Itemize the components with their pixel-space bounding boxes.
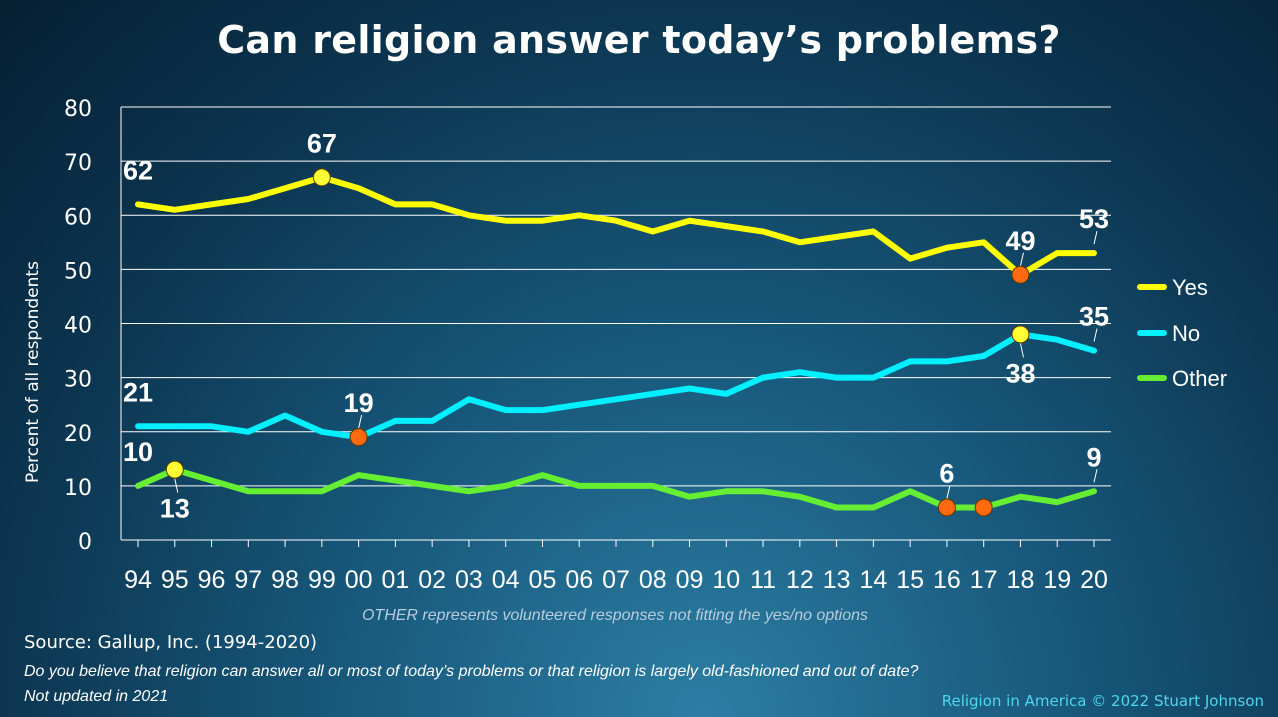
x-tick-16: 16 — [933, 566, 961, 594]
y-tick-0: 0 — [78, 530, 92, 555]
survey-question: Do you believe that religion can answer … — [24, 663, 919, 680]
leader-6 — [946, 485, 951, 499]
x-tick-03: 03 — [455, 566, 483, 594]
data-label-13: 13 — [160, 494, 190, 524]
data-label-62: 62 — [123, 155, 153, 185]
leader-9 — [1093, 469, 1098, 483]
series-line-yes — [135, 174, 1097, 278]
x-tick-15: 15 — [896, 566, 924, 594]
legend-label-no: No — [1172, 321, 1200, 346]
x-tick-04: 04 — [492, 566, 520, 594]
y-tick-60: 60 — [64, 205, 92, 230]
highlight-markers — [165, 168, 1030, 517]
leader-53 — [1093, 231, 1098, 245]
data-label-49: 49 — [1005, 226, 1035, 256]
grid-lines — [120, 106, 1111, 547]
leader-38 — [1019, 343, 1024, 358]
x-tick-02: 02 — [418, 566, 446, 594]
x-tick-12: 12 — [786, 566, 814, 594]
data-label-53: 53 — [1079, 204, 1109, 234]
data-label-10: 10 — [123, 437, 153, 467]
series-line-no — [135, 331, 1097, 441]
legend: Yes No Other — [1137, 275, 1227, 391]
x-tick-19: 19 — [1043, 566, 1071, 594]
chart-note: OTHER represents volunteered responses n… — [361, 607, 869, 624]
x-tick-95: 95 — [161, 566, 189, 594]
marker-no-2018 — [1011, 325, 1030, 344]
x-tick-17: 17 — [970, 566, 998, 594]
y-tick-50: 50 — [64, 259, 92, 284]
source-text: Source: Gallup, Inc. (1994-2020) — [24, 632, 318, 653]
marker-yes-1999 — [312, 168, 331, 187]
x-tick-07: 07 — [602, 566, 630, 594]
y-axis-label: Percent of all respondents — [23, 261, 43, 483]
y-tick-20: 20 — [64, 422, 92, 447]
data-label-21: 21 — [123, 377, 153, 407]
data-label-9: 9 — [1086, 442, 1101, 472]
marker-other-1995 — [165, 460, 184, 479]
annotation-leaders — [174, 231, 1098, 499]
y-tick-10: 10 — [64, 476, 92, 501]
x-tick-05: 05 — [529, 566, 557, 594]
x-tick-01: 01 — [381, 566, 409, 594]
y-tick-80: 80 — [64, 97, 92, 122]
data-label-38: 38 — [1005, 358, 1035, 388]
x-tick-14: 14 — [859, 566, 887, 594]
chart-title: Can religion answer today’s problems? — [217, 18, 1061, 62]
leader-35 — [1093, 328, 1098, 342]
x-tick-09: 09 — [676, 566, 704, 594]
legend-label-other: Other — [1172, 366, 1227, 391]
marker-other-2017 — [974, 498, 993, 517]
leader-19 — [358, 415, 363, 429]
x-tick-97: 97 — [234, 566, 262, 594]
legend-label-yes: Yes — [1172, 275, 1208, 300]
leader-13 — [174, 478, 179, 493]
x-tick-13: 13 — [823, 566, 851, 594]
data-label-19: 19 — [344, 388, 374, 418]
y-tick-40: 40 — [64, 314, 92, 339]
x-tick-00: 00 — [345, 566, 373, 594]
update-note: Not updated in 2021 — [24, 688, 169, 705]
x-tick-06: 06 — [565, 566, 593, 594]
x-tick-18: 18 — [1007, 566, 1035, 594]
data-label-35: 35 — [1079, 302, 1109, 332]
data-label-67: 67 — [307, 128, 337, 158]
x-tick-94: 94 — [124, 566, 152, 594]
x-tick-labels: 94 95 96 97 98 99 00 01 02 03 04 05 06 07 08 09 10 11 12 13… — [124, 566, 1108, 594]
x-tick-96: 96 — [198, 566, 226, 594]
marker-no-2000 — [349, 428, 368, 447]
y-tick-labels: 0 10 20 30 40 50 60 70 80 — [64, 97, 92, 555]
marker-other-2016 — [937, 498, 956, 517]
x-tick-98: 98 — [271, 566, 299, 594]
series-line-other — [135, 466, 1097, 511]
marker-yes-2018 — [1011, 265, 1030, 284]
x-tick-20: 20 — [1080, 566, 1108, 594]
x-tick-11: 11 — [750, 566, 776, 594]
y-tick-30: 30 — [64, 368, 92, 393]
x-tick-99: 99 — [308, 566, 336, 594]
series-lines — [135, 174, 1097, 511]
credit-text: Religion in America © 2022 Stuart Johnso… — [941, 692, 1264, 710]
x-tick-08: 08 — [639, 566, 667, 594]
data-label-6: 6 — [939, 459, 954, 489]
x-tick-10: 10 — [712, 566, 740, 594]
leader-49 — [1019, 252, 1024, 266]
y-tick-70: 70 — [64, 151, 92, 176]
